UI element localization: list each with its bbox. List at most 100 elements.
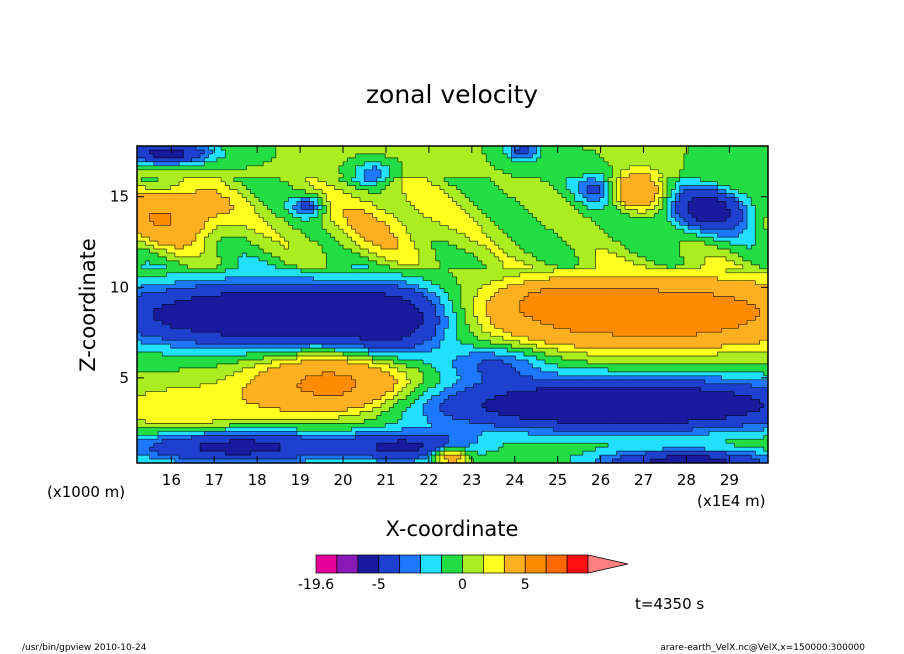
field-cell	[452, 189, 458, 195]
field-cell	[473, 177, 479, 183]
field-cell	[233, 213, 239, 218]
field-cell	[200, 169, 205, 175]
field-cell	[675, 241, 681, 246]
field-cell	[566, 225, 571, 230]
field-cell	[359, 205, 365, 210]
field-cell	[330, 245, 336, 250]
field-cell	[688, 149, 693, 155]
velocity-field	[137, 146, 768, 463]
field-cell	[709, 169, 714, 175]
field-cell	[557, 237, 563, 242]
field-cell	[473, 221, 479, 226]
field-cell	[603, 173, 609, 179]
field-cell	[191, 241, 197, 246]
field-cell	[288, 241, 294, 246]
field-cell	[414, 161, 420, 167]
field-cell	[347, 149, 353, 155]
field-cell	[322, 264, 327, 270]
field-cell	[582, 225, 588, 230]
field-cell	[385, 193, 390, 199]
field-cell	[587, 209, 592, 214]
field-cell	[292, 249, 298, 254]
field-cell	[343, 146, 348, 151]
field-cell	[561, 161, 567, 167]
field-cell	[549, 177, 555, 183]
field-cell	[498, 237, 504, 242]
field-cell	[515, 241, 521, 246]
field-cell	[528, 193, 534, 199]
field-cell	[313, 249, 319, 254]
field-cell	[208, 205, 214, 210]
field-cell	[225, 245, 231, 250]
field-cell	[734, 185, 740, 191]
field-cell	[692, 233, 698, 238]
field-cell	[507, 272, 512, 278]
field-cell	[288, 161, 294, 167]
field-cell	[490, 217, 496, 222]
field-cell	[667, 165, 672, 171]
field-cell	[679, 260, 685, 266]
field-cell	[591, 233, 597, 238]
field-cell	[519, 205, 525, 210]
field-cell	[246, 245, 252, 250]
field-cell	[608, 264, 613, 270]
field-cell	[406, 252, 412, 258]
field-cell	[502, 201, 508, 207]
field-cell	[709, 229, 714, 234]
field-cell	[578, 256, 584, 262]
field-cell	[646, 260, 651, 266]
field-cell	[376, 165, 382, 171]
field-cell	[667, 177, 672, 183]
field-cell	[738, 181, 744, 187]
field-cell	[452, 233, 458, 238]
field-cell	[317, 149, 323, 155]
field-cell	[502, 189, 508, 195]
field-cell	[633, 225, 639, 230]
field-cell	[427, 221, 433, 226]
field-cell	[511, 165, 517, 171]
field-cell	[688, 221, 693, 226]
field-cell	[465, 189, 470, 195]
field-cell	[158, 173, 163, 179]
field-cell	[179, 225, 184, 230]
field-cell	[721, 260, 727, 266]
field-cell	[755, 153, 761, 159]
field-cell	[751, 197, 756, 203]
field-cell	[347, 165, 353, 171]
field-cell	[574, 225, 580, 230]
field-cell	[174, 268, 180, 274]
field-cell	[477, 245, 483, 250]
field-cell	[515, 264, 521, 270]
field-cell	[305, 205, 311, 210]
field-cell	[709, 205, 714, 210]
field-cell	[624, 197, 630, 203]
field-cell	[734, 189, 740, 195]
field-cell	[713, 197, 719, 203]
field-cell	[738, 157, 744, 163]
field-cell	[549, 241, 555, 246]
field-cell	[414, 272, 420, 278]
field-cell	[460, 149, 466, 155]
field-cell	[355, 264, 361, 270]
field-cell	[452, 201, 458, 207]
field-cell	[507, 241, 512, 246]
field-cell	[414, 157, 420, 163]
field-cell	[734, 217, 740, 222]
field-cell	[330, 185, 336, 191]
field-cell	[435, 249, 441, 254]
field-cell	[582, 241, 588, 246]
field-cell	[376, 241, 382, 246]
field-cell	[322, 256, 327, 262]
field-cell	[326, 193, 332, 199]
field-cell	[271, 213, 277, 218]
field-cell	[229, 149, 235, 155]
field-cell	[473, 264, 479, 270]
field-cell	[675, 237, 681, 242]
field-cell	[755, 205, 761, 210]
field-cell	[166, 264, 172, 270]
field-cell	[431, 245, 437, 250]
field-cell	[486, 165, 491, 171]
field-cell	[200, 209, 205, 214]
field-cell	[313, 221, 319, 226]
field-cell	[654, 268, 660, 274]
